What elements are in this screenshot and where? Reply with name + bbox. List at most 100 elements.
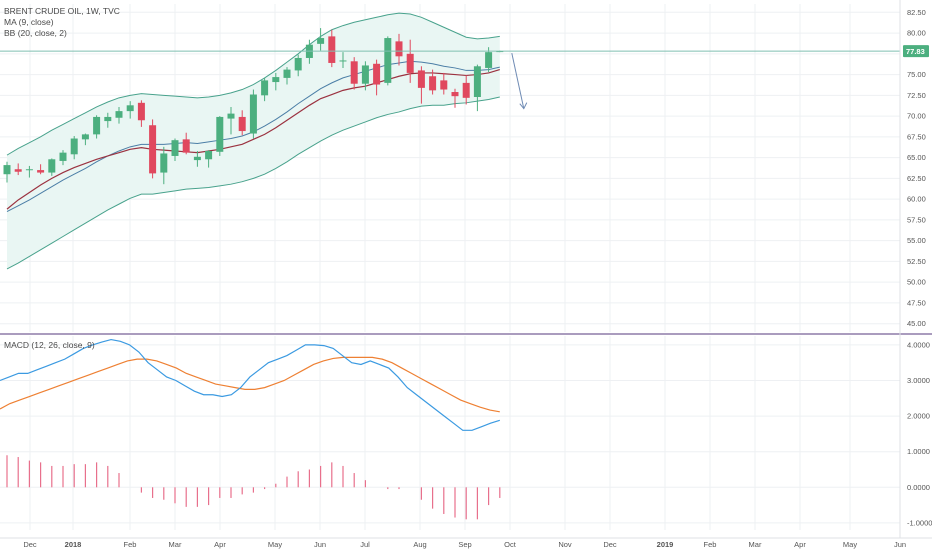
candle-body[interactable] — [238, 116, 246, 132]
candle-body[interactable] — [350, 61, 358, 84]
candles[interactable] — [3, 28, 504, 185]
candle-body[interactable] — [451, 92, 459, 97]
candle[interactable] — [149, 119, 157, 179]
candle[interactable] — [115, 106, 123, 124]
candle[interactable] — [440, 72, 448, 95]
candle[interactable] — [3, 161, 11, 183]
candle-body[interactable] — [462, 82, 470, 98]
candle-body[interactable] — [149, 125, 157, 174]
candle[interactable] — [70, 136, 78, 160]
candle-body[interactable] — [81, 134, 89, 140]
candle-body[interactable] — [384, 38, 392, 83]
bb-upper-line — [6, 12, 500, 156]
candle-body[interactable] — [104, 116, 112, 122]
candle[interactable] — [137, 100, 145, 127]
candle-body[interactable] — [485, 52, 493, 68]
candle-body[interactable] — [361, 65, 369, 84]
candle[interactable] — [59, 150, 67, 166]
candle[interactable] — [294, 54, 302, 77]
candle[interactable] — [193, 150, 201, 167]
candle-body[interactable] — [227, 113, 235, 119]
candle[interactable] — [317, 28, 325, 51]
time-tick-label: Sep — [458, 540, 471, 549]
candle[interactable] — [272, 72, 280, 91]
time-tick-label: Feb — [704, 540, 717, 549]
candle[interactable] — [261, 77, 269, 102]
price-tick-label: 50.00 — [907, 278, 926, 287]
candle-body[interactable] — [429, 76, 437, 91]
candle[interactable] — [350, 57, 358, 90]
candle[interactable] — [126, 101, 134, 119]
candle[interactable] — [14, 163, 22, 176]
candle-body[interactable] — [294, 57, 302, 71]
candle-body[interactable] — [37, 170, 45, 173]
candle-body[interactable] — [48, 159, 56, 173]
candle[interactable] — [451, 88, 459, 108]
candle[interactable] — [361, 61, 369, 91]
candle[interactable] — [249, 89, 257, 139]
candle-body[interactable] — [283, 69, 291, 78]
candle-body[interactable] — [160, 153, 168, 173]
candle[interactable] — [160, 146, 168, 185]
candle[interactable] — [182, 132, 190, 155]
candle-body[interactable] — [249, 94, 257, 134]
candle[interactable] — [406, 39, 414, 83]
candle[interactable] — [429, 69, 437, 95]
candle-body[interactable] — [406, 53, 414, 73]
candle-body[interactable] — [25, 169, 33, 171]
candle[interactable] — [227, 106, 235, 135]
candle-body[interactable] — [93, 116, 101, 135]
bb-legend-label[interactable]: BB (20, close, 2) — [4, 28, 67, 38]
candle[interactable] — [238, 110, 246, 136]
candle[interactable] — [205, 150, 213, 168]
candle-body[interactable] — [193, 156, 201, 161]
candle-body[interactable] — [272, 77, 280, 83]
candle[interactable] — [283, 67, 291, 85]
candle-body[interactable] — [261, 80, 269, 96]
candle-body[interactable] — [59, 152, 67, 161]
candle[interactable] — [216, 116, 224, 156]
candle[interactable] — [25, 165, 33, 178]
symbol-label[interactable]: BRENT CRUDE OIL, 1W, TVC — [4, 6, 120, 16]
candle-body[interactable] — [216, 116, 224, 152]
candle[interactable] — [93, 115, 101, 139]
candle-body[interactable] — [395, 41, 403, 57]
candle[interactable] — [81, 133, 89, 146]
candle-body[interactable] — [205, 150, 213, 160]
candle[interactable] — [384, 36, 392, 86]
candle[interactable] — [373, 59, 381, 96]
candle-body[interactable] — [440, 80, 448, 90]
candle-body[interactable] — [339, 60, 347, 62]
candle-body[interactable] — [328, 36, 336, 63]
candle[interactable] — [48, 158, 56, 176]
candle-body[interactable] — [3, 165, 11, 175]
macd-tick-label: -1.0000 — [907, 518, 932, 527]
candle-body[interactable] — [171, 140, 179, 156]
candle-body[interactable] — [473, 66, 481, 98]
ma-legend-label[interactable]: MA (9, close) — [4, 17, 54, 27]
candle-body[interactable] — [182, 139, 190, 153]
projection-arrow — [511, 52, 525, 109]
candle-body[interactable] — [137, 102, 145, 121]
candle[interactable] — [339, 52, 347, 68]
candle-body[interactable] — [417, 70, 425, 88]
candle[interactable] — [104, 112, 112, 128]
candle[interactable] — [417, 66, 425, 104]
candle-body[interactable] — [126, 105, 134, 112]
last-price-tag[interactable] — [903, 45, 929, 58]
time-tick-label: Dec — [23, 540, 37, 549]
candle[interactable] — [328, 29, 336, 68]
candle[interactable] — [395, 33, 403, 66]
candle-body[interactable] — [14, 169, 22, 172]
candle-body[interactable] — [70, 138, 78, 155]
candle[interactable] — [171, 138, 179, 161]
candle-body[interactable] — [115, 111, 123, 118]
candle[interactable] — [462, 75, 470, 105]
candle[interactable] — [473, 64, 481, 112]
candle[interactable] — [37, 164, 45, 175]
candle-body[interactable] — [373, 63, 381, 85]
candle-body[interactable] — [317, 38, 325, 44]
macd-legend-label[interactable]: MACD (12, 26, close, 9) — [4, 340, 95, 350]
